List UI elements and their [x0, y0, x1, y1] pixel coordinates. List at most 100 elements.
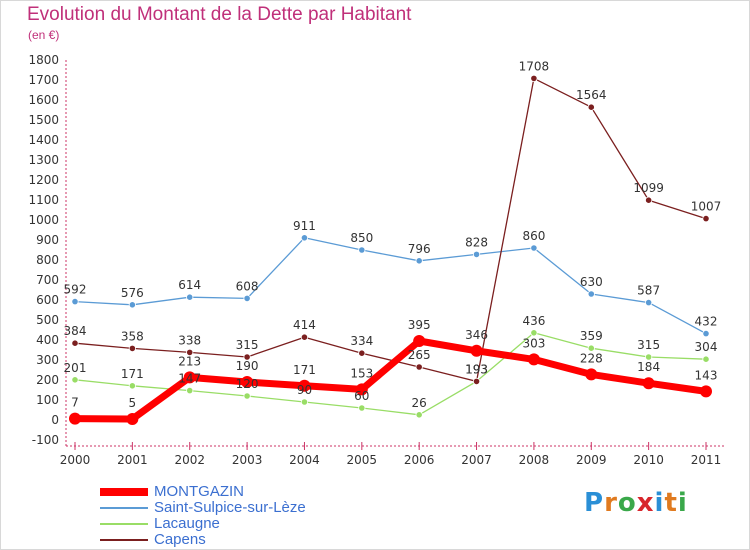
- data-label-capens: 384: [64, 324, 87, 338]
- data-point-capens: [702, 215, 710, 223]
- brand-logo: Proxiti: [584, 488, 688, 518]
- data-label-capens: 265: [408, 348, 431, 362]
- y-tick-label: 900: [36, 233, 59, 247]
- data-point-montgazin: [642, 377, 655, 390]
- data-point-capens: [587, 103, 595, 111]
- data-point-lacaugne: [186, 386, 194, 395]
- x-tick-label: 2003: [232, 453, 263, 467]
- y-tick-label: 700: [36, 273, 59, 287]
- data-label-capens: 1564: [576, 88, 607, 102]
- data-point-montgazin: [241, 376, 254, 388]
- legend-swatch-lacaugne: [100, 523, 148, 525]
- data-label-lacaugne: 304: [695, 340, 718, 354]
- y-tick-label: 1600: [28, 93, 59, 107]
- x-tick-label: 2006: [404, 453, 435, 467]
- data-label-saint-sulpice-sur-leze: 828: [465, 235, 488, 249]
- x-tick-label: 2005: [347, 453, 378, 467]
- data-label-saint-sulpice-sur-leze: 630: [580, 275, 603, 289]
- data-label-saint-sulpice-sur-leze: 850: [350, 231, 373, 245]
- y-tick-label: 1100: [28, 193, 59, 207]
- y-tick-label: 1700: [28, 73, 59, 87]
- data-point-capens: [186, 348, 194, 356]
- data-point-saint-sulpice-sur-leze: [128, 301, 136, 309]
- data-label-capens: 1099: [633, 181, 664, 195]
- data-label-lacaugne: 315: [637, 338, 660, 352]
- data-point-capens: [71, 339, 79, 347]
- data-point-saint-sulpice-sur-leze: [300, 234, 309, 242]
- data-labels: 592 576 614 608 911 850 796 828 860 630 587 432 201 1…: [64, 59, 722, 410]
- data-point-montgazin: [527, 353, 540, 366]
- legend-label-lacaugne: Lacaugne: [154, 515, 220, 532]
- x-tick-label: 2010: [633, 453, 664, 467]
- x-tick-label: 2007: [461, 453, 492, 467]
- data-label-saint-sulpice-sur-leze: 576: [121, 286, 144, 300]
- data-label-lacaugne: 26: [412, 396, 427, 410]
- data-point-saint-sulpice-sur-leze: [530, 244, 538, 252]
- data-point-capens: [472, 377, 481, 385]
- data-point-lacaugne: [300, 398, 309, 406]
- data-point-saint-sulpice-sur-leze: [71, 297, 79, 306]
- series-line-lacaugne: [74, 332, 707, 416]
- x-tick-label: 2000: [60, 453, 91, 467]
- data-label-saint-sulpice-sur-leze: 587: [637, 284, 660, 298]
- data-label-capens: 315: [236, 338, 259, 352]
- data-point-montgazin: [126, 413, 139, 425]
- data-label-lacaugne: 60: [354, 389, 369, 403]
- series-line-montgazin: [71, 337, 710, 423]
- data-label-montgazin: 190: [236, 359, 259, 373]
- x-tick-label: 2009: [576, 453, 607, 467]
- data-label-montgazin: 395: [408, 318, 431, 332]
- data-point-lacaugne: [128, 382, 136, 390]
- legend-swatch-capens: [100, 539, 148, 541]
- data-point-saint-sulpice-sur-leze: [702, 329, 710, 338]
- data-label-montgazin: 303: [522, 336, 545, 350]
- y-tick-label: 600: [36, 293, 59, 307]
- data-label-montgazin: 213: [178, 354, 201, 368]
- legend-swatch-montgazin: [100, 488, 148, 496]
- data-point-saint-sulpice-sur-leze: [243, 294, 251, 302]
- x-tick-label: 2002: [174, 453, 205, 467]
- data-label-saint-sulpice-sur-leze: 911: [293, 219, 316, 233]
- data-point-lacaugne: [587, 344, 595, 352]
- data-point-montgazin: [355, 383, 368, 396]
- data-label-lacaugne: 120: [236, 377, 259, 391]
- legend-label-montgazin: MONTGAZIN: [154, 483, 244, 500]
- y-tick-label: 1500: [28, 113, 59, 127]
- data-point-saint-sulpice-sur-leze: [587, 290, 595, 298]
- y-tick-label: 200: [36, 373, 59, 387]
- data-point-lacaugne: [645, 353, 653, 361]
- data-point-capens: [358, 349, 366, 357]
- data-label-montgazin: 184: [637, 360, 660, 374]
- x-tick-label: 2008: [519, 453, 550, 467]
- data-point-montgazin: [700, 385, 712, 398]
- data-point-capens: [645, 196, 653, 204]
- data-label-saint-sulpice-sur-leze: 592: [64, 283, 87, 297]
- data-point-lacaugne: [71, 376, 79, 384]
- data-point-saint-sulpice-sur-leze: [472, 250, 481, 258]
- data-label-saint-sulpice-sur-leze: 608: [236, 279, 259, 293]
- y-tick-label: 100: [36, 393, 59, 407]
- y-tick-label: 1300: [28, 153, 59, 167]
- data-label-montgazin: 143: [695, 368, 718, 382]
- data-point-montgazin: [183, 371, 196, 384]
- data-label-montgazin: 5: [129, 396, 137, 410]
- data-point-capens: [300, 333, 309, 341]
- data-label-lacaugne: 171: [121, 367, 144, 381]
- data-label-saint-sulpice-sur-leze: 432: [695, 315, 718, 329]
- data-point-lacaugne: [530, 329, 538, 337]
- legend-label-saint-sulpice: Saint-Sulpice-sur-Lèze: [154, 499, 306, 516]
- data-point-montgazin: [69, 412, 81, 425]
- data-label-lacaugne: 436: [522, 314, 545, 328]
- data-label-montgazin: 228: [580, 351, 603, 365]
- legend-label-capens: Capens: [154, 531, 206, 548]
- data-label-montgazin: 153: [350, 366, 373, 380]
- data-point-montgazin: [470, 344, 483, 357]
- data-label-lacaugne: 193: [465, 362, 488, 376]
- series-layer: [69, 74, 712, 425]
- data-label-capens: 1007: [691, 200, 722, 214]
- data-label-saint-sulpice-sur-leze: 796: [408, 242, 431, 256]
- data-label-lacaugne: 201: [64, 361, 87, 375]
- data-label-saint-sulpice-sur-leze: 860: [522, 229, 545, 243]
